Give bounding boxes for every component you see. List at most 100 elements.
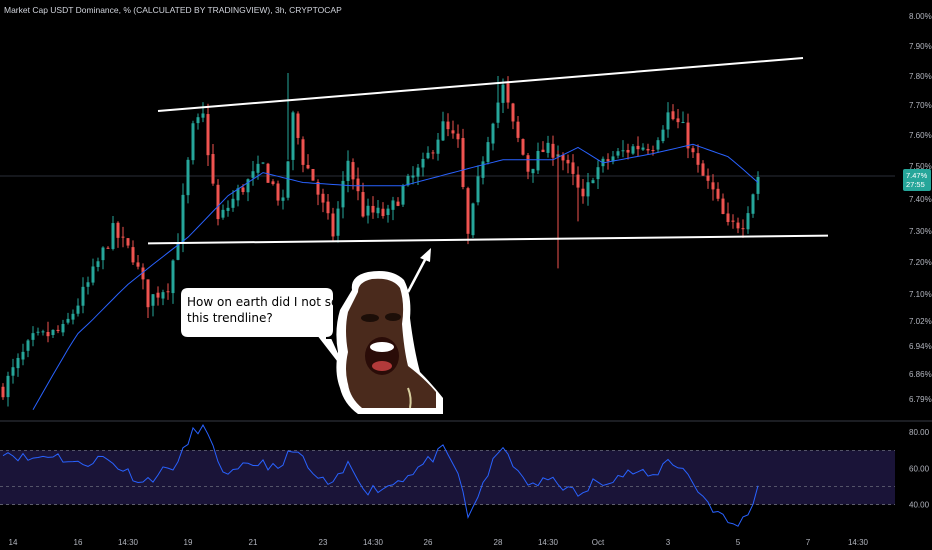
reaction-face-sticker xyxy=(336,271,443,414)
candle-body xyxy=(171,260,175,294)
candle-body xyxy=(676,118,680,123)
candle-body xyxy=(21,351,25,360)
annotation-arrow xyxy=(406,248,431,293)
candle-body xyxy=(311,168,315,181)
candle-body xyxy=(581,188,585,197)
candle-body xyxy=(321,193,325,203)
candle-body xyxy=(406,175,410,186)
candle-body xyxy=(526,155,530,172)
callout-line-2: this trendline? xyxy=(187,311,273,325)
candle-body xyxy=(1,386,5,398)
price-tick-label: 7.90% xyxy=(909,42,932,51)
time-tick-label: 14:30 xyxy=(363,538,384,547)
candle-body xyxy=(106,247,110,249)
candle-body xyxy=(116,222,120,238)
candle-body xyxy=(566,159,570,164)
candle-body xyxy=(26,340,30,351)
candle-body xyxy=(461,138,465,188)
candle-body xyxy=(16,357,20,369)
trendlines[interactable] xyxy=(147,57,829,245)
candle-body xyxy=(571,162,575,174)
price-axis[interactable]: 8.00% 7.90% 7.80% 7.70% 7.60% 7.50% 7.40% 7.30%… xyxy=(909,12,932,404)
candle-body xyxy=(606,159,610,162)
candle-body xyxy=(56,329,60,331)
time-tick-label: 14:30 xyxy=(538,538,559,547)
time-tick-label: 28 xyxy=(494,538,503,547)
candle-body xyxy=(151,294,155,306)
candle-body xyxy=(136,262,140,267)
candle-body xyxy=(426,152,430,159)
candle-body xyxy=(71,313,75,320)
candle-body xyxy=(231,198,235,208)
candle-body xyxy=(496,102,500,123)
candle-body xyxy=(341,180,345,208)
candle-body xyxy=(81,286,85,306)
candle-body xyxy=(241,187,245,193)
candle-body xyxy=(326,201,330,214)
candle-body xyxy=(416,167,420,177)
candle-body xyxy=(421,158,425,168)
candle-body xyxy=(731,220,735,222)
moving-average-line xyxy=(32,143,759,410)
candle-body xyxy=(316,181,320,195)
candle-body xyxy=(756,177,760,194)
time-tick-label: Oct xyxy=(592,538,605,547)
candle-body xyxy=(101,247,105,261)
candle-body xyxy=(36,331,40,333)
candle-body xyxy=(156,292,160,298)
upper-trendline[interactable] xyxy=(157,57,804,112)
candle-body xyxy=(361,192,365,217)
candle-body xyxy=(586,182,590,197)
candle-body xyxy=(511,103,515,122)
candle-body xyxy=(686,122,690,149)
lower-trendline[interactable] xyxy=(147,234,829,245)
candle-body xyxy=(271,181,275,185)
candle-body xyxy=(206,114,210,156)
rsi-tick-label: 40.00 xyxy=(909,501,930,510)
price-tick-label: 7.40% xyxy=(909,195,932,204)
candle-body xyxy=(111,223,115,249)
candle-body xyxy=(211,154,215,184)
candle-body xyxy=(431,152,435,154)
time-axis[interactable]: 14 16 14:30 19 21 23 14:30 26 28 14:30 Oct 3 5 7 14:30 xyxy=(9,538,869,547)
candle-body xyxy=(691,148,695,153)
candle-body xyxy=(301,139,305,165)
time-tick-label: 7 xyxy=(806,538,811,547)
candle-body xyxy=(121,236,125,238)
candle-body xyxy=(631,146,635,154)
candle-body xyxy=(641,147,645,150)
time-tick-label: 19 xyxy=(184,538,193,547)
candle-body xyxy=(376,207,380,214)
rsi-axis[interactable]: 80.00 60.00 40.00 xyxy=(909,428,930,509)
candle-body xyxy=(61,323,65,333)
time-tick-label: 23 xyxy=(319,538,328,547)
candle-body xyxy=(291,112,295,160)
candle-body xyxy=(476,176,480,203)
candle-body xyxy=(636,145,640,150)
candle-body xyxy=(711,182,715,190)
speech-bubble: How on earth did I not see this trendlin… xyxy=(179,286,353,383)
candle-body xyxy=(91,266,95,283)
candle-body xyxy=(646,148,650,151)
candle-body xyxy=(266,163,270,183)
candle-body xyxy=(456,133,460,140)
candle-body xyxy=(96,261,100,267)
candle-body xyxy=(561,155,565,161)
candle-body xyxy=(486,142,490,162)
candle-body xyxy=(726,213,730,222)
candle-body xyxy=(386,208,390,216)
candle-body xyxy=(506,83,510,103)
candle-body xyxy=(746,213,750,230)
candle-body xyxy=(296,113,300,138)
candle-body xyxy=(681,121,685,123)
candle-body xyxy=(541,149,545,153)
price-tick-label: 7.70% xyxy=(909,101,932,110)
candle-body xyxy=(736,222,740,229)
candle-body xyxy=(191,123,195,161)
candle-body xyxy=(521,139,525,155)
candle-body xyxy=(11,367,15,376)
candle-body xyxy=(51,329,55,335)
rsi-guides xyxy=(0,449,895,505)
candle-body xyxy=(466,188,470,234)
